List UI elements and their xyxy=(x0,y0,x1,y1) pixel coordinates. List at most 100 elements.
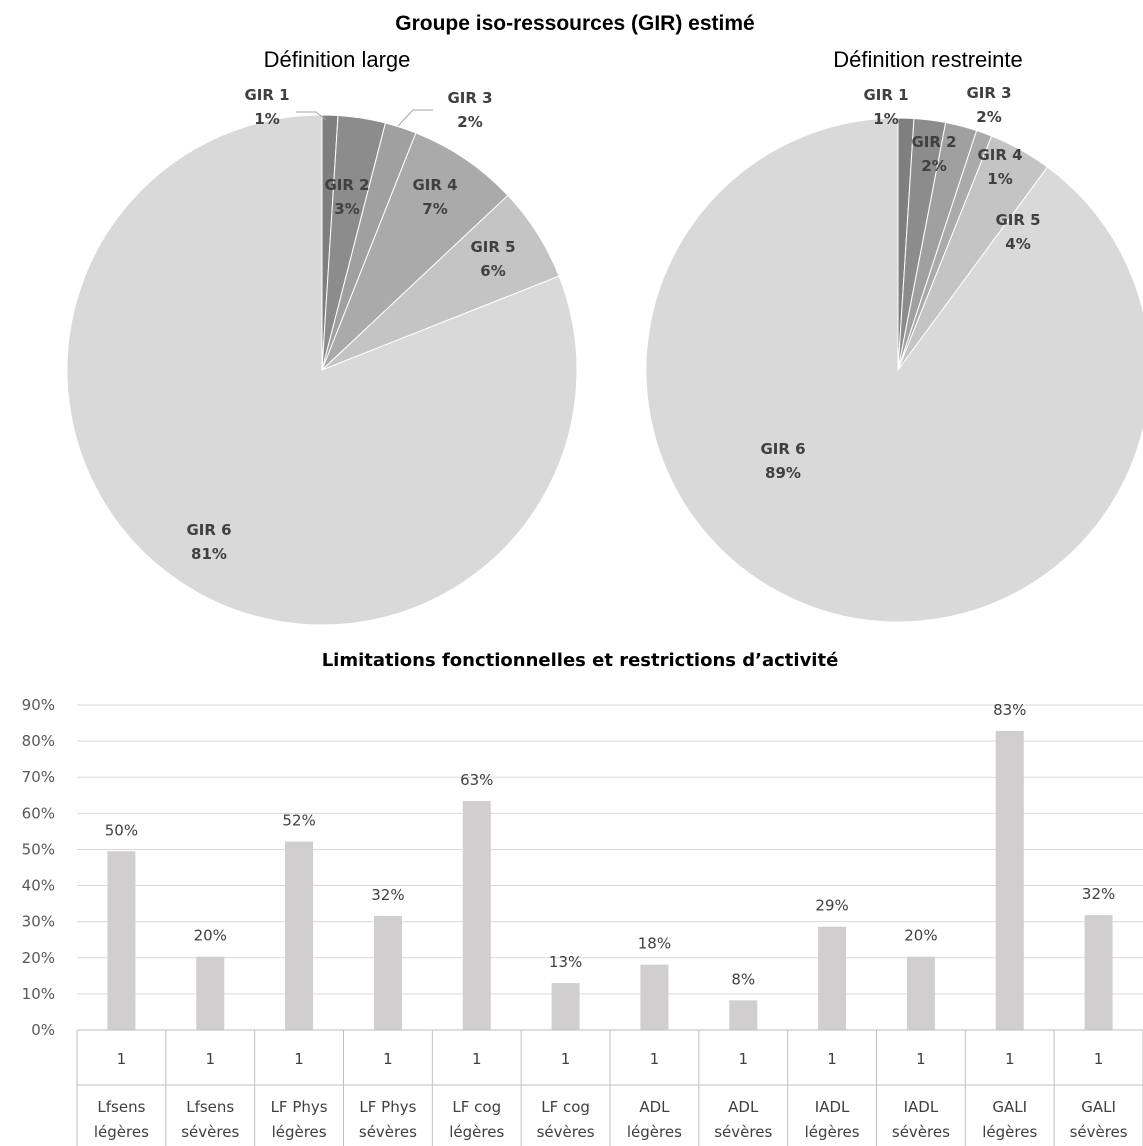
bar-data-label: 63% xyxy=(460,771,493,789)
y-tick-label: 80% xyxy=(22,732,55,750)
pie-label-name: GIR 2 xyxy=(911,133,956,151)
bar-data-label: 32% xyxy=(1082,885,1115,903)
category-label-line1: GALI xyxy=(1081,1098,1116,1116)
bar-chart-title: Limitations fonctionnelles et restrictio… xyxy=(322,650,839,671)
leader-line xyxy=(296,111,327,121)
bar xyxy=(640,964,669,1030)
pie-label-name: GIR 6 xyxy=(760,440,805,458)
category-label-line2: sévères xyxy=(892,1123,950,1141)
bar xyxy=(196,956,225,1030)
bar xyxy=(995,731,1024,1030)
pie-label-name: GIR 3 xyxy=(966,84,1011,102)
pie-label-value: 2% xyxy=(921,157,946,175)
y-tick-label: 50% xyxy=(22,840,55,858)
category-label-line2: légères xyxy=(449,1123,504,1141)
y-tick-label: 40% xyxy=(22,877,55,895)
pie-label-name: GIR 6 xyxy=(186,521,231,539)
category-label-line1: LF Phys xyxy=(271,1098,328,1116)
pie-label-value: 1% xyxy=(987,170,1012,188)
category-label-line1: ADL xyxy=(728,1098,759,1116)
bar-data-label: 20% xyxy=(904,927,937,945)
category-label-line1: ADL xyxy=(639,1098,670,1116)
bar-data-label: 50% xyxy=(105,821,138,839)
series-label: 1 xyxy=(916,1050,926,1068)
bar-data-label: 13% xyxy=(549,953,582,971)
bar xyxy=(729,1000,758,1030)
bar xyxy=(1084,915,1113,1030)
category-label-line2: légères xyxy=(982,1123,1037,1141)
bar xyxy=(107,851,136,1030)
pie-label-value: 1% xyxy=(873,110,898,128)
pie-label-value: 2% xyxy=(976,108,1001,126)
bar xyxy=(285,841,314,1030)
leader-line xyxy=(397,109,433,127)
series-label: 1 xyxy=(827,1050,837,1068)
bar-data-label: 29% xyxy=(815,897,848,915)
pie-restricted-title: Définition restreinte xyxy=(833,47,1023,72)
series-label: 1 xyxy=(383,1050,393,1068)
series-label: 1 xyxy=(650,1050,660,1068)
pie-label-name: GIR 1 xyxy=(244,86,289,104)
y-tick-label: 30% xyxy=(22,913,55,931)
pie-label-value: 4% xyxy=(1005,235,1030,253)
figure-title: Groupe iso-ressources (GIR) estimé xyxy=(395,12,754,35)
series-label: 1 xyxy=(1005,1050,1015,1068)
category-label-line1: IADL xyxy=(815,1098,850,1116)
category-label-line1: LF cog xyxy=(541,1098,590,1116)
bar-data-label: 20% xyxy=(194,927,227,945)
bar xyxy=(373,915,402,1030)
series-label: 1 xyxy=(1094,1050,1104,1068)
pie-label-value: 81% xyxy=(191,545,227,563)
category-label-line1: Lfsens xyxy=(97,1098,145,1116)
bar xyxy=(906,956,935,1030)
y-tick-label: 90% xyxy=(22,696,55,714)
category-label-line1: GALI xyxy=(992,1098,1027,1116)
y-tick-label: 20% xyxy=(22,949,55,967)
bar-data-label: 83% xyxy=(993,701,1026,719)
y-tick-label: 70% xyxy=(22,768,55,786)
category-label-line2: sévères xyxy=(537,1123,595,1141)
category-label-line2: légères xyxy=(272,1123,327,1141)
series-label: 1 xyxy=(117,1050,127,1068)
pie-label-name: GIR 3 xyxy=(447,89,492,107)
category-label-line1: IADL xyxy=(904,1098,939,1116)
pie-label-value: 2% xyxy=(457,113,482,131)
pie-label-value: 7% xyxy=(422,200,447,218)
series-label: 1 xyxy=(472,1050,482,1068)
bar-chart: 0% 10% 20% 30% 40% 50% 60% 70% 80% 90% 50% 1 Lfsens l… xyxy=(22,696,1143,1146)
pie-slice-gir-6 xyxy=(645,117,1143,623)
bar xyxy=(462,801,491,1030)
pie-slice-gir-4 xyxy=(321,132,509,371)
y-tick-label: 0% xyxy=(31,1021,55,1039)
pie-label-name: GIR 2 xyxy=(324,176,369,194)
bar-data-label: 18% xyxy=(638,935,671,953)
pie-label-name: GIR 4 xyxy=(412,176,457,194)
category-label-line2: sévères xyxy=(359,1123,417,1141)
series-label: 1 xyxy=(205,1050,215,1068)
pie-label-value: 3% xyxy=(334,200,359,218)
series-label: 1 xyxy=(294,1050,304,1068)
category-label-line1: LF Phys xyxy=(359,1098,416,1116)
category-label-line1: LF cog xyxy=(452,1098,501,1116)
y-tick-label: 60% xyxy=(22,804,55,822)
bar xyxy=(818,926,847,1030)
pie-label-value: 6% xyxy=(480,262,505,280)
category-label-line2: légères xyxy=(94,1123,149,1141)
pie-label-value: 1% xyxy=(254,110,279,128)
category-label-line2: sévères xyxy=(714,1123,772,1141)
series-label: 1 xyxy=(561,1050,571,1068)
pie-label-name: GIR 5 xyxy=(470,238,515,256)
pie-label-name: GIR 1 xyxy=(863,86,908,104)
pie-chart-large: GIR 1 1% GIR 2 3% GIR 3 2% GIR 4 7% GIR 5 6% GIR 6… xyxy=(66,86,578,626)
bar-data-label: 32% xyxy=(371,886,404,904)
series-label: 1 xyxy=(738,1050,748,1068)
category-label-line2: légères xyxy=(805,1123,860,1141)
category-label-line2: sévères xyxy=(1070,1123,1128,1141)
pie-chart-restricted: GIR 1 1% GIR 2 2% GIR 3 2% GIR 4 1% GIR 5 4% GIR 6… xyxy=(645,84,1143,623)
bar xyxy=(551,983,580,1030)
pie-label-value: 89% xyxy=(765,464,801,482)
pie-label-name: GIR 5 xyxy=(995,211,1040,229)
category-label-line1: Lfsens xyxy=(186,1098,234,1116)
category-label-line2: sévères xyxy=(181,1123,239,1141)
